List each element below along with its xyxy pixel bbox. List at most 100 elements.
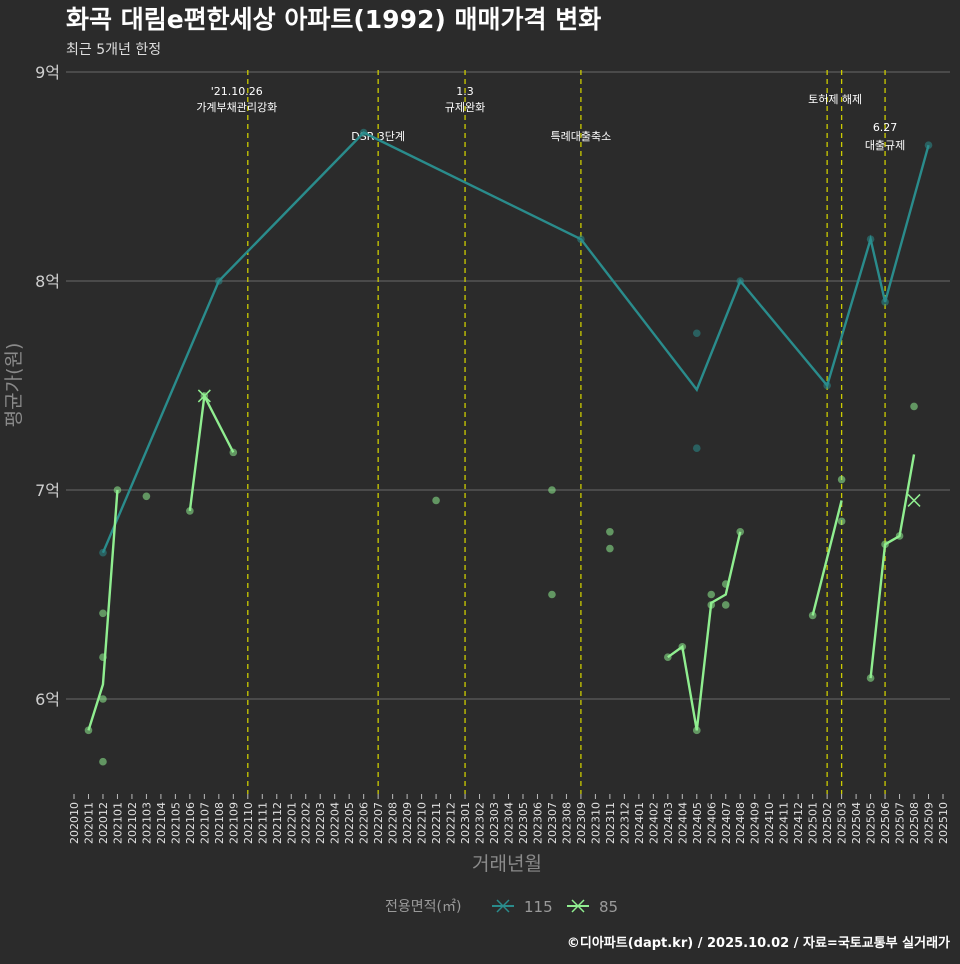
data-point-85 xyxy=(692,726,701,735)
data-point-115 xyxy=(692,444,701,453)
x-tick-label: 202406 xyxy=(705,802,718,844)
data-point-85 xyxy=(837,475,846,484)
x-tick-label: 202502 xyxy=(821,802,834,844)
legend-key-x-icon xyxy=(496,899,510,913)
x-tick-label: 202102 xyxy=(126,802,139,844)
footer-credit: ©디아파트(dapt.kr) / 2025.10.02 / 자료=국토교통부 실… xyxy=(567,935,950,951)
data-point-115 xyxy=(866,235,875,243)
x-tick-label: 202110 xyxy=(242,802,255,844)
x-tick-label: 202211 xyxy=(430,802,443,844)
y-tick-label: 9억 xyxy=(35,63,60,82)
data-point-115 xyxy=(823,381,831,390)
data-point-85 xyxy=(606,544,614,553)
x-tick-label: 202012 xyxy=(97,802,110,844)
data-point-85 xyxy=(548,590,556,599)
series-line-85 xyxy=(811,500,843,616)
event-label: 1.3 xyxy=(456,85,474,98)
x-tick-label: 202202 xyxy=(300,802,313,844)
x-tick-label: 202402 xyxy=(647,802,660,844)
x-tick-label: 202106 xyxy=(184,802,197,844)
x-tick-label: 202312 xyxy=(618,802,631,844)
x-tick-label: 202401 xyxy=(633,802,646,844)
x-tick-label: 202403 xyxy=(662,802,675,844)
data-point-85 xyxy=(113,486,122,494)
x-tick-label: 202107 xyxy=(198,802,211,844)
data-point-85 xyxy=(707,601,716,609)
x-tick-label: 202412 xyxy=(792,802,805,844)
data-point-85 xyxy=(837,517,846,526)
x-tick-label: 202206 xyxy=(358,802,371,844)
y-tick-label: 7억 xyxy=(35,481,60,500)
x-tick-label: 202309 xyxy=(575,802,588,844)
event-label: 가계부채관리강화 xyxy=(196,101,277,114)
x-tick-label: 202301 xyxy=(459,802,472,844)
x-tick-label: 202505 xyxy=(865,802,878,844)
data-point-85 xyxy=(84,726,93,735)
x-tick-label: 202101 xyxy=(111,802,124,844)
x-tick-label: 202404 xyxy=(676,802,689,844)
x-tick-label: 202104 xyxy=(155,802,168,844)
data-point-85 xyxy=(664,653,672,661)
data-point-85 xyxy=(736,528,745,536)
event-label: 대출규제 xyxy=(865,139,905,152)
data-point-115 xyxy=(692,329,701,338)
x-tick-label: 202302 xyxy=(474,802,487,844)
x-tick-label: 202210 xyxy=(416,802,429,844)
x-tick-label: 202305 xyxy=(517,802,530,844)
data-point-85 xyxy=(808,611,817,620)
x-tick-label: 202207 xyxy=(372,802,385,844)
event-label: 6.27 xyxy=(873,121,898,134)
y-axis-label: 평균가(원) xyxy=(3,343,25,428)
data-point-85 xyxy=(99,695,107,703)
x-tick-label: 202205 xyxy=(343,802,356,844)
legend-title: 전용면적(㎡) xyxy=(385,899,461,915)
data-point-85 xyxy=(99,609,107,618)
data-point-85 xyxy=(881,540,889,549)
x-tick-label: 202510 xyxy=(937,802,950,844)
x-tick-label: 202507 xyxy=(894,802,907,844)
x-tick-label: 202506 xyxy=(879,802,892,844)
x-tick-label: 202306 xyxy=(531,802,544,844)
x-tick-label: 202310 xyxy=(589,802,602,844)
data-point-115 xyxy=(359,128,368,137)
data-point-115 xyxy=(924,141,933,149)
x-tick-label: 202409 xyxy=(749,802,762,844)
x-tick-label: 202408 xyxy=(734,802,747,844)
x-tick-label: 202405 xyxy=(691,802,704,844)
x-tick-label: 202201 xyxy=(285,802,298,844)
data-point-85 xyxy=(606,528,614,536)
x-tick-label: 202204 xyxy=(329,802,342,844)
series-line-115 xyxy=(101,131,930,554)
series-line-85 xyxy=(87,489,119,731)
data-point-85 xyxy=(866,674,875,682)
x-tick-label: 202212 xyxy=(445,802,458,844)
x-tick-label: 202108 xyxy=(213,802,226,844)
data-point-85 xyxy=(432,496,440,505)
legend: 전용면적(㎡) 115 85 xyxy=(385,898,618,916)
data-point-85 xyxy=(721,580,730,588)
event-label: '21.10.26 xyxy=(211,85,263,98)
data-point-85 xyxy=(142,492,151,501)
x-tick-label: 202407 xyxy=(720,802,733,844)
data-point-115 xyxy=(881,298,889,306)
event-label: 규제완화 xyxy=(445,101,485,114)
data-point-115 xyxy=(736,277,745,285)
data-point-85 xyxy=(721,601,730,609)
x-tick-label: 202112 xyxy=(271,802,284,844)
data-point-115 xyxy=(215,277,223,285)
highlight-marker-85 xyxy=(907,493,921,507)
x-tick-label: 202208 xyxy=(387,802,400,844)
x-tick-label: 202010 xyxy=(68,802,81,844)
x-tick-label: 202503 xyxy=(836,802,849,844)
data-point-85 xyxy=(99,653,107,661)
x-tick-label: 202508 xyxy=(908,802,921,844)
x-tick-label: 202304 xyxy=(503,802,516,844)
series-line-85 xyxy=(869,454,916,679)
data-point-115 xyxy=(577,235,585,243)
data-point-85 xyxy=(678,642,687,651)
x-tick-label: 202203 xyxy=(314,802,327,844)
data-point-85 xyxy=(186,507,194,515)
x-tick-label: 202410 xyxy=(763,802,776,844)
